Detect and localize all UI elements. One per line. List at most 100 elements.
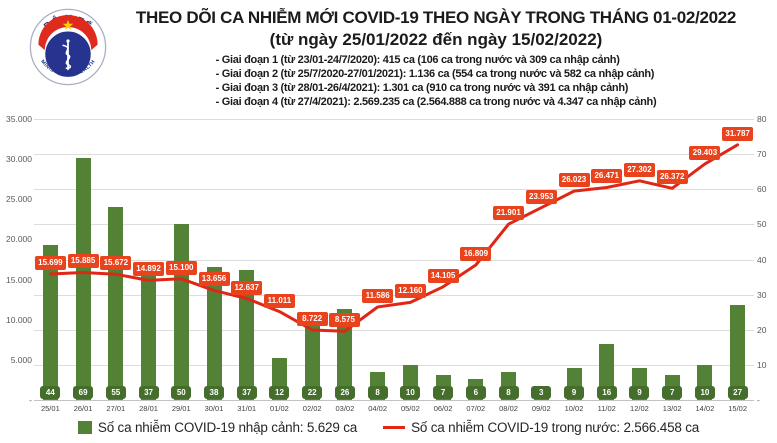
right-axis-tick-label: 70 <box>757 149 767 160</box>
gridline <box>34 329 754 331</box>
chart-title: THEO DÕI CA NHIỄM MỚI COVID-19 THEO NGÀY… <box>135 8 737 27</box>
line-value-label: 14.105 <box>427 268 459 283</box>
bar-imported-cases <box>239 270 255 400</box>
line-value-label: 26.023 <box>558 173 590 188</box>
bar-imported-cases <box>108 206 124 400</box>
bar-value-label: 3 <box>531 386 552 399</box>
x-axis-label: 15/02 <box>728 404 748 413</box>
x-axis-label: 09/02 <box>531 404 551 413</box>
legend: Số ca nhiễm COVID-19 nhập cảnh: 5.629 ca… <box>0 420 777 435</box>
x-axis-label: 31/01 <box>237 404 257 413</box>
bar-value-label: 9 <box>564 386 584 399</box>
line-value-label: 15.699 <box>34 255 66 270</box>
bar-imported-cases <box>730 305 746 400</box>
x-axis-label: 25/01 <box>40 404 60 413</box>
phase-1-summary: - Giai đoạn 1 (từ 23/01-24/7/2020): 415 … <box>215 54 620 66</box>
bar-value-label: 50 <box>171 386 192 399</box>
x-axis-label: 11/02 <box>597 404 616 413</box>
bar-value-label: 10 <box>694 386 715 399</box>
right-axis-tick-label: 30 <box>757 289 767 300</box>
bar-value-label: 37 <box>138 386 159 399</box>
gridline <box>34 119 754 120</box>
logo-red-band <box>38 15 98 51</box>
x-axis-label: 03/02 <box>335 404 355 413</box>
bar-imported-cases <box>599 343 615 400</box>
left-axis-tick-label: - <box>29 395 32 405</box>
bar-value-label: 7 <box>662 386 683 399</box>
x-axis-label: 30/01 <box>204 404 224 413</box>
gridline <box>34 400 754 401</box>
bar-value-label: 37 <box>236 386 257 399</box>
phase-2-summary: - Giai đoạn 2 (từ 25/7/2020-27/01/2021):… <box>215 68 655 80</box>
legend-label-domestic: Số ca nhiễm COVID-19 trong nước: 2.566.4… <box>411 420 700 435</box>
x-axis-label: 27/01 <box>106 404 126 413</box>
right-axis-tick-label: 50 <box>757 219 767 230</box>
header: THEO DÕI CA NHIỄM MỚI COVID-19 THEO NGÀY… <box>104 8 768 110</box>
bar-value-label: 44 <box>40 386 61 399</box>
x-axis-label: 04/02 <box>368 404 388 413</box>
right-axis-tick-label: - <box>757 395 760 405</box>
right-axis-tick-label: 10 <box>757 359 767 370</box>
legend-label-imported: Số ca nhiễm COVID-19 nhập cảnh: 5.629 ca <box>97 420 358 435</box>
bar-value-label: 12 <box>269 386 290 399</box>
domestic-cases-line <box>48 143 740 333</box>
left-axis-tick-label: 30.000 <box>6 154 32 165</box>
bar-value-label: 55 <box>105 386 126 399</box>
line-value-label: 15.672 <box>100 256 132 271</box>
bar-value-label: 9 <box>629 386 650 399</box>
x-axis-label: 02/02 <box>302 404 322 413</box>
x-axis-label: 06/02 <box>433 404 453 413</box>
line-value-label: 8.575 <box>329 313 361 328</box>
x-axis-label: 01/02 <box>270 404 289 413</box>
line-value-label: 15.100 <box>165 260 197 275</box>
right-axis-tick-label: 20 <box>757 324 767 335</box>
plot-area: 15.699 15.885 15.672 14.892 15.100 13.656 12.6… <box>34 119 754 401</box>
x-axis-label: 14/02 <box>695 404 715 413</box>
line-value-label: 12.637 <box>231 280 263 295</box>
bar-value-label: 6 <box>465 386 486 399</box>
bar-value-label: 69 <box>73 386 94 399</box>
staff-of-asclepius-icon <box>62 39 72 71</box>
phase-summary: - Giai đoạn 1 (từ 23/01-24/7/2020): 415 … <box>216 53 657 109</box>
line-value-label: 13.656 <box>198 272 230 287</box>
line-value-label: 27.302 <box>623 162 655 177</box>
line-value-label: 31.787 <box>722 126 754 141</box>
bar-value-label: 22 <box>302 386 323 399</box>
x-axis-label: 12/02 <box>630 404 649 413</box>
ministry-of-health-seal-icon: BỘ Y TẾ MINISTRY OF HEALTH <box>29 8 107 86</box>
left-axis-tick-label: 25.000 <box>6 194 32 205</box>
x-axis-label: 07/02 <box>466 404 486 413</box>
bar-imported-cases <box>42 245 58 400</box>
gridline <box>34 259 754 261</box>
line-value-label: 29.403 <box>689 145 721 160</box>
x-axis-label: 28/01 <box>139 404 158 413</box>
x-axis-label: 13/02 <box>662 404 682 413</box>
chart-subtitle: (từ ngày 25/01/2022 đến ngày 15/02/2022) <box>269 30 603 49</box>
gridline <box>34 364 754 366</box>
right-axis-tick-label: 40 <box>757 254 767 265</box>
bar-imported-cases <box>141 270 157 400</box>
right-axis-tick-label: 80 <box>757 114 767 124</box>
right-axis-tick-label: 60 <box>757 184 767 195</box>
left-axis-tick-label: 20.000 <box>6 234 32 245</box>
line-value-label: 8.722 <box>296 311 328 326</box>
gridline <box>34 294 754 296</box>
legend-item-domestic: Số ca nhiễm COVID-19 trong nước: 2.566.4… <box>383 420 699 435</box>
left-axis-tick-label: 15.000 <box>6 274 32 285</box>
bar-value-label: 8 <box>498 386 519 399</box>
bar-imported-cases <box>75 157 91 400</box>
bar-value-label: 16 <box>596 386 617 399</box>
x-axis-label: 08/02 <box>499 404 518 413</box>
line-value-label: 12.160 <box>394 284 426 299</box>
gridline <box>34 189 754 191</box>
line-value-label: 11.011 <box>263 293 295 308</box>
bar-imported-cases <box>206 266 222 400</box>
bar-value-label: 26 <box>334 386 355 399</box>
line-value-label: 15.885 <box>67 254 99 269</box>
line-value-label: 26.471 <box>591 169 623 184</box>
bar-value-label: 27 <box>727 386 748 399</box>
legend-swatch-imported <box>77 421 92 434</box>
legend-item-imported: Số ca nhiễm COVID-19 nhập cảnh: 5.629 ca <box>77 420 358 435</box>
phase-3-summary: - Giai đoạn 3 (từ 28/01-26/4/2021): 1.30… <box>215 82 629 94</box>
